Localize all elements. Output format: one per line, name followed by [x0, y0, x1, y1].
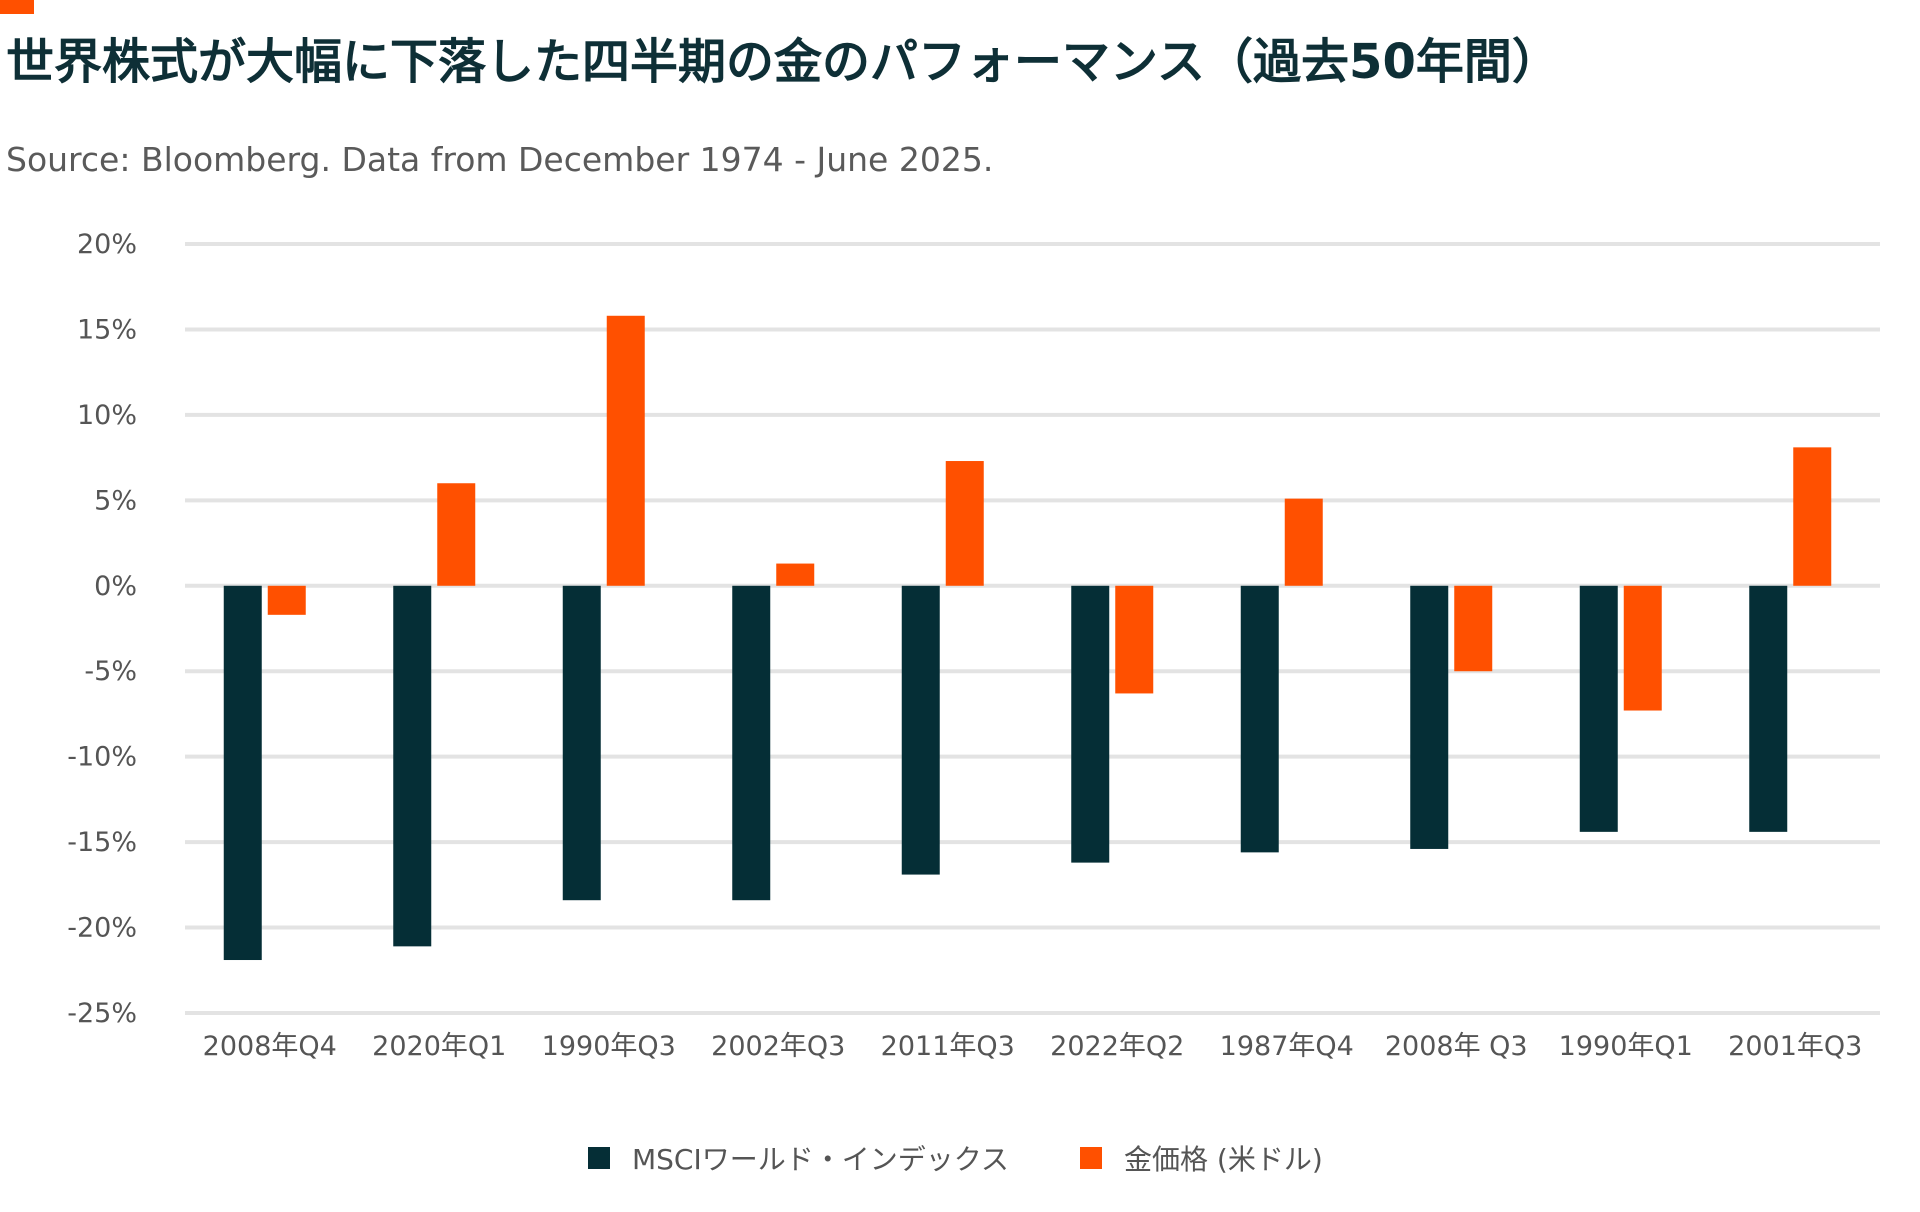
x-tick-label: 1987年Q4	[1220, 1031, 1354, 1062]
x-tick-label: 2008年Q4	[203, 1031, 337, 1062]
y-tick-label: -25%	[67, 998, 137, 1029]
y-tick-label: 0%	[94, 571, 137, 602]
x-tick-label: 1990年Q3	[542, 1031, 676, 1062]
bar-msci	[223, 585, 262, 961]
y-tick-label: 5%	[94, 485, 137, 516]
x-tick-label: 2002年Q3	[711, 1031, 845, 1062]
bar-gold	[267, 585, 306, 615]
legend-item-msci: MSCIワールド・インデックス	[588, 1138, 1009, 1178]
brand-corner-mark	[0, 0, 34, 14]
chart-title: 世界株式が大幅に下落した四半期の金のパフォーマンス（過去50年間）	[6, 34, 1560, 90]
bar-msci	[1071, 585, 1110, 863]
bar-gold	[606, 315, 645, 586]
x-tick-label: 2020年Q1	[372, 1031, 506, 1062]
bar-msci	[1749, 585, 1788, 832]
x-tick-label: 2022年Q2	[1050, 1031, 1184, 1062]
legend-item-gold: 金価格 (米ドル)	[1080, 1138, 1323, 1178]
chart-source-note: Source: Bloomberg. Data from December 19…	[6, 140, 994, 179]
x-tick-label: 2011年Q3	[881, 1031, 1015, 1062]
bar-gold	[1454, 585, 1493, 672]
x-tick-label: 2008年 Q3	[1385, 1031, 1528, 1062]
bar-msci	[901, 585, 940, 875]
y-tick-label: -20%	[67, 913, 137, 944]
legend-swatch-msci	[588, 1147, 610, 1169]
bar-gold	[945, 461, 984, 586]
bar-msci	[1410, 585, 1449, 849]
x-tick-label: 2001年Q3	[1728, 1031, 1862, 1062]
bar-msci	[562, 585, 601, 901]
bar-msci	[1579, 585, 1618, 832]
y-tick-label: 20%	[77, 229, 137, 260]
x-tick-label: 1990年Q1	[1559, 1031, 1693, 1062]
bar-msci	[393, 585, 432, 947]
legend-swatch-gold	[1080, 1147, 1102, 1169]
bar-gold	[1793, 447, 1832, 586]
legend-label-msci: MSCIワールド・インデックス	[632, 1143, 1009, 1176]
y-tick-label: 15%	[77, 314, 137, 345]
y-tick-label: -5%	[84, 656, 137, 687]
bar-gold	[776, 563, 815, 586]
y-tick-label: 10%	[77, 400, 137, 431]
bar-gold	[1115, 585, 1154, 694]
chart-legend: MSCIワールド・インデックス 金価格 (米ドル)	[0, 1138, 1920, 1178]
bar-gold	[437, 483, 476, 586]
y-tick-label: -10%	[67, 742, 137, 773]
legend-label-gold: 金価格 (米ドル)	[1124, 1143, 1323, 1176]
bar-gold	[1284, 498, 1323, 586]
bar-gold	[1623, 585, 1662, 711]
bar-msci	[1240, 585, 1279, 853]
bar-msci	[732, 585, 771, 901]
y-tick-label: -15%	[67, 827, 137, 858]
